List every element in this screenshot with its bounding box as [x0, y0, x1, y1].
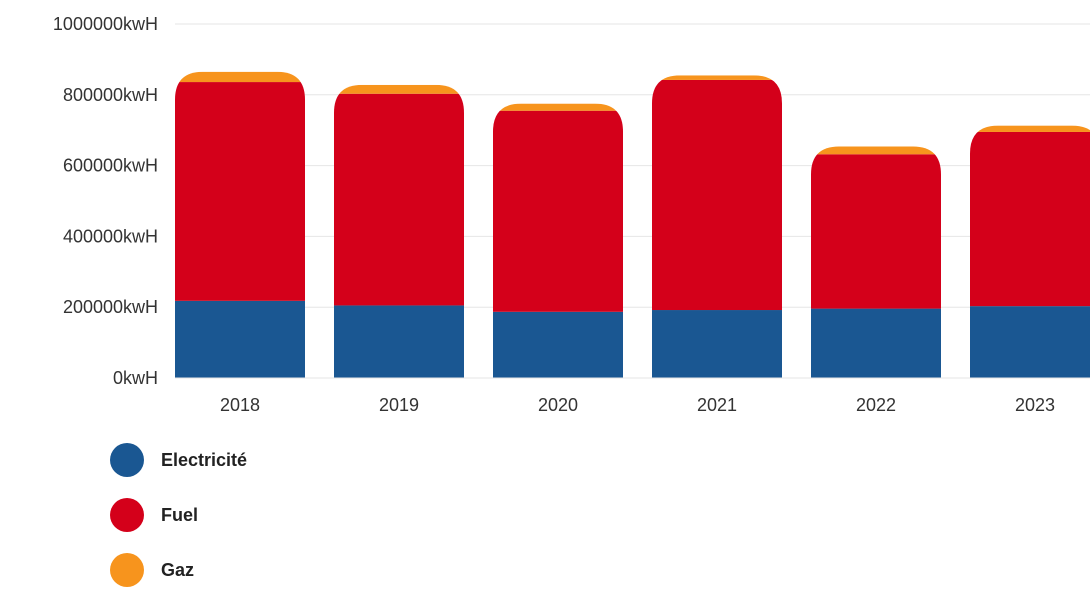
legend-item-electricite[interactable]: Electricité — [110, 443, 248, 477]
bar-stack-2020 — [493, 103, 623, 378]
bar-segment — [493, 311, 623, 378]
bar-segment — [811, 308, 941, 378]
legend-swatch-electricite — [110, 443, 144, 477]
legend-label-gaz: Gaz — [161, 559, 195, 580]
legend-swatch-gaz — [110, 553, 144, 587]
y-tick-label: 800000kwH — [63, 85, 158, 105]
bar-stack-2019 — [334, 84, 464, 378]
bar-segment — [970, 131, 1090, 307]
x-tick-label: 2021 — [697, 395, 737, 415]
y-tick-label: 0kwH — [113, 368, 158, 388]
legend-item-gaz[interactable]: Gaz — [110, 553, 247, 587]
legend: Electricité Fuel Gaz — [110, 443, 248, 611]
legend-item-fuel[interactable]: Fuel — [110, 498, 247, 532]
bar-stack-2021 — [652, 75, 782, 378]
legend-swatch-fuel — [110, 498, 144, 532]
bar-segment — [652, 310, 782, 378]
bar-segment — [493, 110, 623, 312]
bar-segment — [175, 71, 305, 83]
bar-segment — [334, 93, 464, 306]
bar-stack-2018 — [175, 71, 305, 378]
y-tick-label: 400000kwH — [63, 226, 158, 246]
bar-segment — [811, 154, 941, 309]
x-tick-label: 2023 — [1015, 395, 1055, 415]
x-tick-label: 2018 — [220, 395, 260, 415]
chart-container: 0kwH 200000kwH 400000kwH 600000kwH 800000kwH… — [53, 14, 1090, 587]
y-tick-label: 200000kwH — [63, 297, 158, 317]
bar-segment — [970, 125, 1090, 132]
y-tick-label: 600000kwH — [63, 156, 158, 176]
bar-segment — [652, 75, 782, 80]
y-tick-label: 1000000kwH — [53, 14, 158, 34]
bar-segment — [175, 300, 305, 378]
bar-segment — [652, 79, 782, 311]
legend-label-fuel: Fuel — [161, 504, 199, 525]
x-tick-label: 2020 — [538, 395, 578, 415]
bar-stack-2022 — [811, 146, 941, 378]
legend-label-electricite: Electricité — [161, 449, 248, 470]
bar-segment — [175, 82, 305, 301]
bar-segment — [811, 146, 941, 155]
bar-stack-2023 — [970, 125, 1090, 378]
bar-segment — [334, 84, 464, 94]
x-tick-label: 2022 — [856, 395, 896, 415]
bar-segment — [493, 103, 623, 111]
bar-chart: 0kwH 200000kwH 400000kwH 600000kwH 800000kwH… — [53, 14, 1090, 415]
bar-segment — [970, 306, 1090, 378]
bar-segment — [334, 305, 464, 378]
x-tick-label: 2019 — [379, 395, 419, 415]
